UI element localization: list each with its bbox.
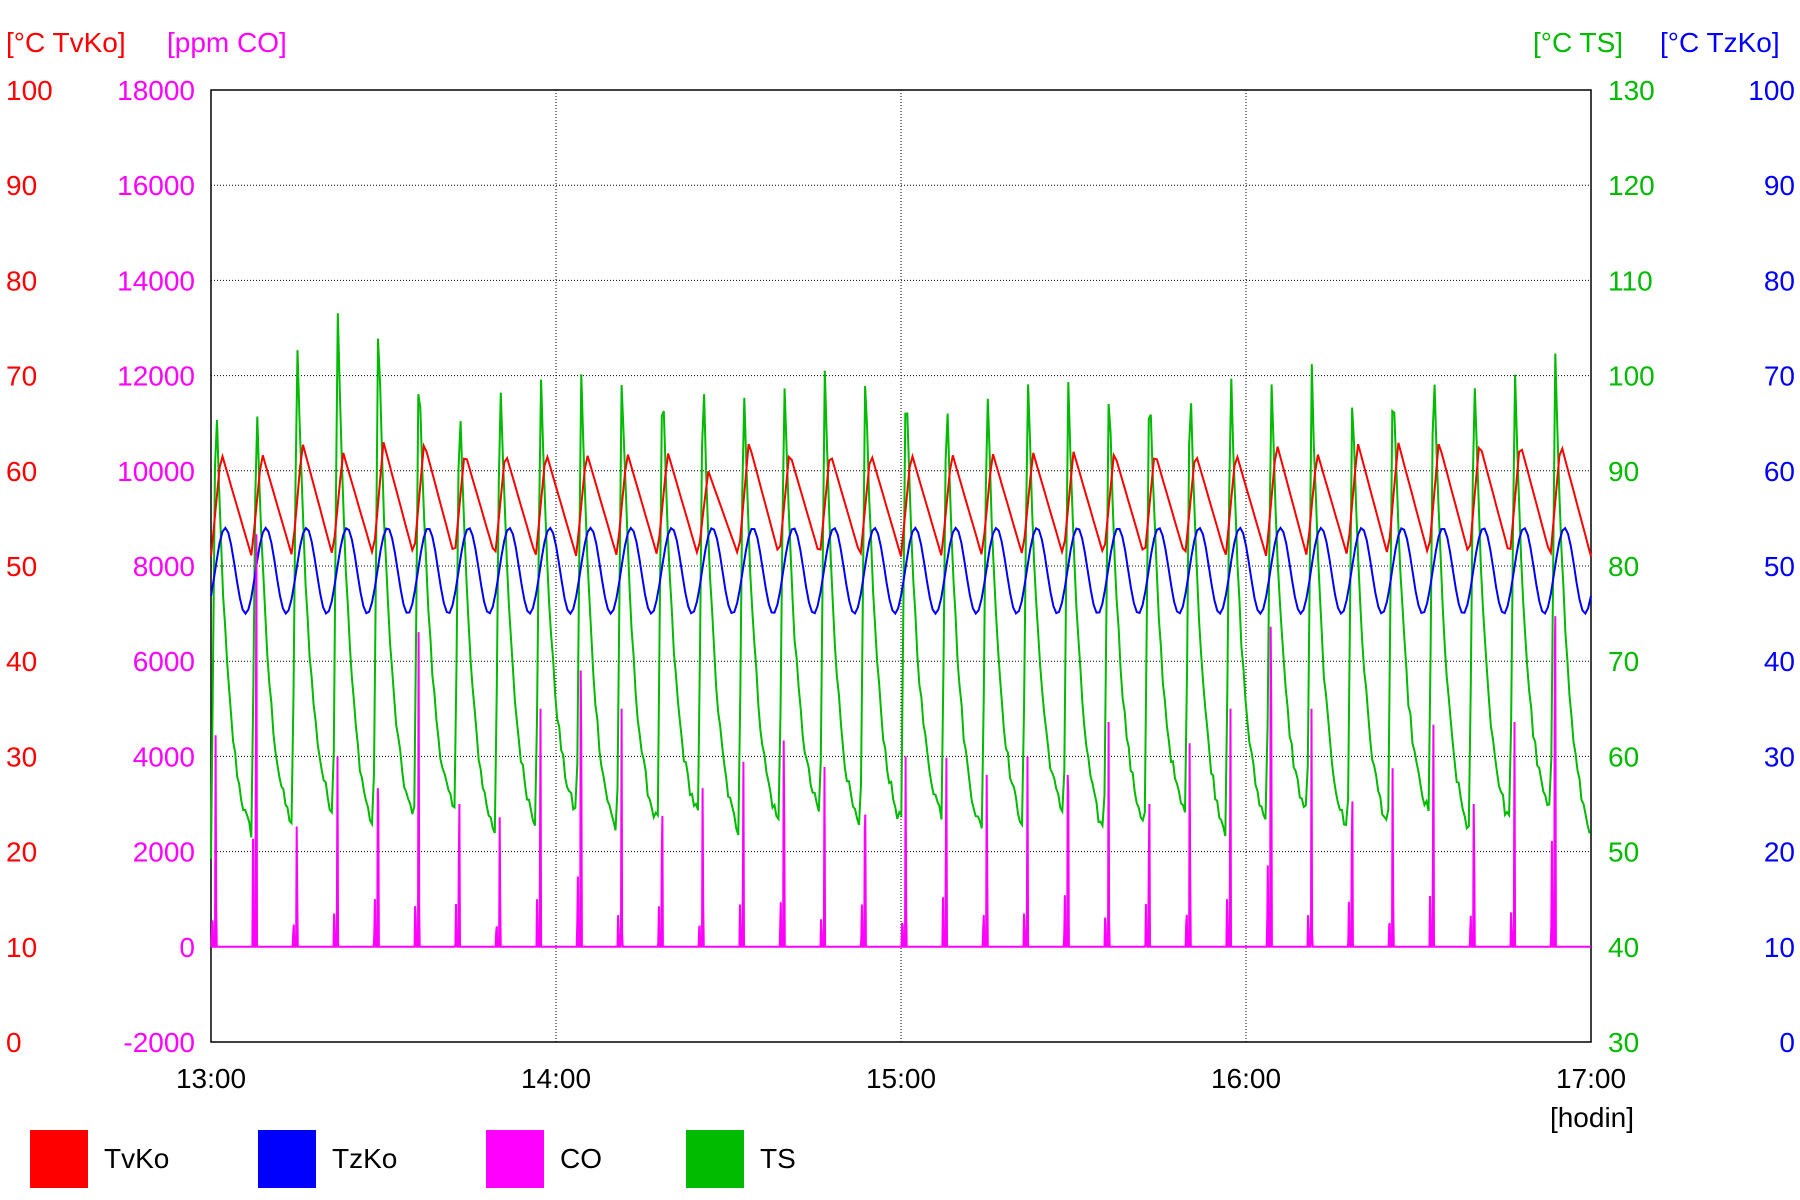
tick-label-tzko: 50 <box>1764 551 1795 582</box>
legend-swatch-co <box>486 1130 544 1188</box>
tick-label-tzko: 20 <box>1764 837 1795 868</box>
tick-label-tvko: 40 <box>6 646 37 677</box>
tick-label-co: 12000 <box>117 361 195 392</box>
tick-label-ts: 90 <box>1608 456 1639 487</box>
x-axis-title: [hodin] <box>1550 1102 1634 1133</box>
tick-label-co: 16000 <box>117 170 195 201</box>
legend: TvKo TzKo CO TS <box>30 1130 796 1188</box>
tick-label-co: 8000 <box>133 551 195 582</box>
tick-label-ts: 50 <box>1608 837 1639 868</box>
tick-label-tvko: 70 <box>6 361 37 392</box>
x-tick-label: 13:00 <box>176 1063 246 1094</box>
series-line-tvko <box>210 441 1592 557</box>
tick-label-tzko: 10 <box>1764 932 1795 963</box>
x-tick-label: 16:00 <box>1211 1063 1281 1094</box>
x-tick-label: 17:00 <box>1556 1063 1626 1094</box>
legend-swatch-tzko <box>258 1130 316 1188</box>
tick-label-ts: 110 <box>1608 265 1653 296</box>
series-line-ts <box>210 313 1591 859</box>
tick-label-tvko: 60 <box>6 456 37 487</box>
tick-label-ts: 60 <box>1608 741 1639 772</box>
tick-label-tzko: 0 <box>1779 1027 1795 1058</box>
tick-label-tzko: 30 <box>1764 741 1795 772</box>
tick-label-ts: 30 <box>1608 1027 1639 1058</box>
tick-label-co: 6000 <box>133 646 195 677</box>
tick-label-ts: 130 <box>1608 75 1655 106</box>
axis-title-tvko: [°C TvKo] <box>6 27 126 58</box>
tick-label-ts: 70 <box>1608 646 1639 677</box>
tick-label-tzko: 80 <box>1764 265 1795 296</box>
series-line-co <box>210 534 1591 948</box>
tick-label-ts: 40 <box>1608 932 1639 963</box>
legend-swatch-ts <box>686 1130 744 1188</box>
axes-layer: 1009080706050403020100180001600014000120… <box>6 75 1795 1094</box>
tick-label-tzko: 100 <box>1748 75 1795 106</box>
legend-swatch-tvko <box>30 1130 88 1188</box>
x-tick-label: 14:00 <box>521 1063 591 1094</box>
tick-label-tvko: 30 <box>6 741 37 772</box>
tick-label-co: 14000 <box>117 265 195 296</box>
tick-label-co: 0 <box>179 932 195 963</box>
tick-label-ts: 100 <box>1608 361 1655 392</box>
tick-label-co: 10000 <box>117 456 195 487</box>
axis-title-tzko: [°C TzKo] <box>1660 27 1780 58</box>
x-tick-label: 15:00 <box>866 1063 936 1094</box>
legend-label-tzko: TzKo <box>332 1143 397 1174</box>
series-layer <box>210 313 1592 948</box>
tick-label-tvko: 100 <box>6 75 53 106</box>
tick-label-tzko: 40 <box>1764 646 1795 677</box>
tick-label-co: 2000 <box>133 837 195 868</box>
tick-label-co: 18000 <box>117 75 195 106</box>
tick-label-tvko: 90 <box>6 170 37 201</box>
series-line-tzko <box>210 526 1592 616</box>
legend-label-co: CO <box>560 1143 602 1174</box>
tick-label-co: -2000 <box>123 1027 195 1058</box>
tick-label-tvko: 20 <box>6 837 37 868</box>
legend-label-ts: TS <box>760 1143 796 1174</box>
tick-label-tvko: 80 <box>6 265 37 296</box>
tick-label-tvko: 0 <box>6 1027 22 1058</box>
axis-title-ts: [°C TS] <box>1533 27 1623 58</box>
tick-label-tzko: 60 <box>1764 456 1795 487</box>
tick-label-tzko: 90 <box>1764 170 1795 201</box>
legend-label-tvko: TvKo <box>104 1143 169 1174</box>
tick-label-tvko: 10 <box>6 932 37 963</box>
tick-label-ts: 80 <box>1608 551 1639 582</box>
axis-title-co: [ppm CO] <box>167 27 287 58</box>
tick-label-ts: 120 <box>1608 170 1655 201</box>
tick-label-co: 4000 <box>133 741 195 772</box>
tick-label-tzko: 70 <box>1764 361 1795 392</box>
tick-label-tvko: 50 <box>6 551 37 582</box>
